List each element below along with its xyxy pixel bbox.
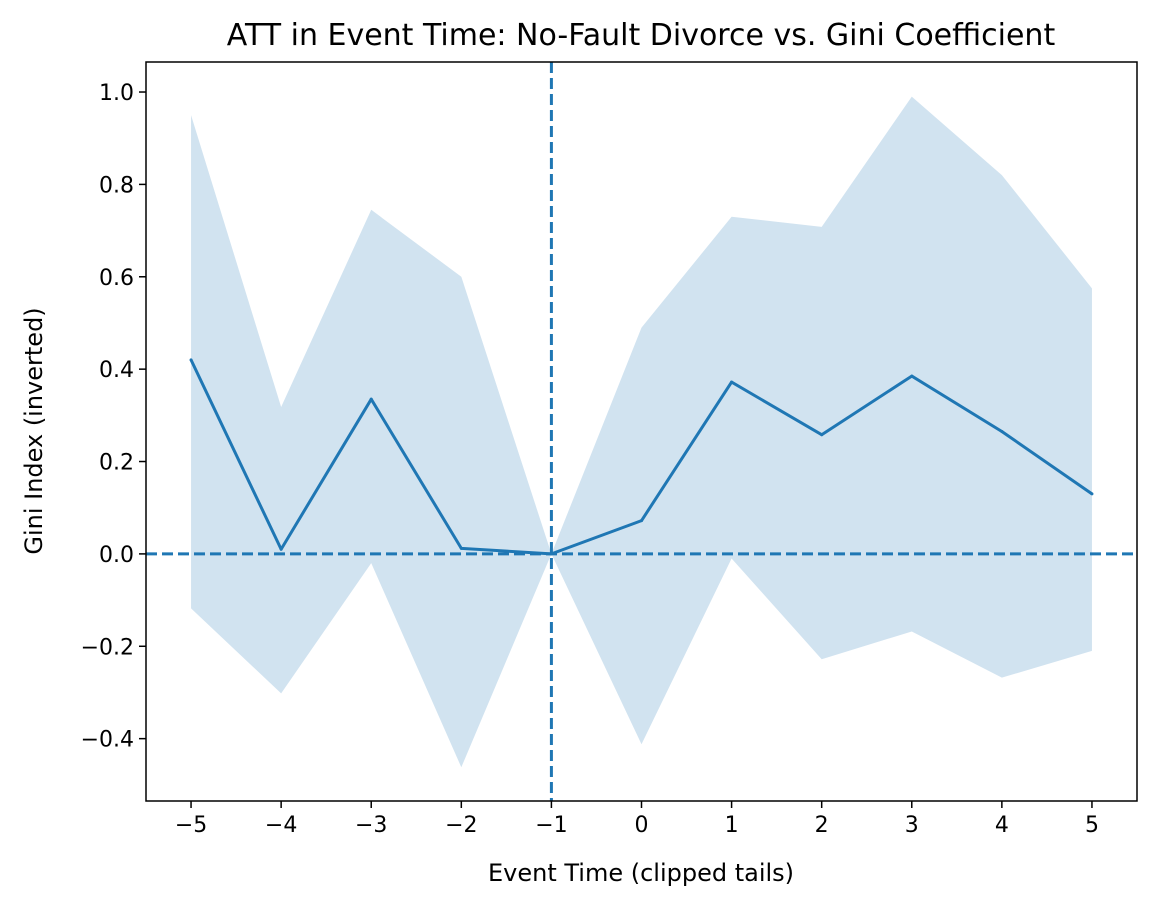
data-point (730, 380, 734, 384)
x-axis-label: Event Time (clipped tails) (488, 859, 794, 887)
x-tick-label: 4 (995, 813, 1009, 838)
x-tick-label: −3 (355, 813, 387, 838)
data-point (1000, 430, 1004, 433)
y-tick-label: 1.0 (99, 81, 134, 106)
x-tick-label: 5 (1085, 813, 1099, 838)
confidence-band (191, 96, 1092, 768)
y-tick-label: 0.6 (99, 266, 134, 291)
x-axis: −5 −4 −3 −2 −1 0 1 2 3 4 5 (175, 801, 1099, 838)
x-tick-label: −4 (265, 813, 297, 838)
data-point (910, 374, 914, 378)
x-tick-label: −2 (445, 813, 477, 838)
x-tick-label: −1 (535, 813, 567, 838)
y-tick-label: −0.2 (81, 635, 134, 660)
data-point (820, 433, 824, 437)
x-tick-label: 1 (725, 813, 739, 838)
data-point (189, 358, 193, 362)
data-point (549, 552, 553, 556)
data-point (1090, 492, 1094, 496)
x-tick-label: 2 (815, 813, 829, 838)
chart-title: ATT in Event Time: No-Fault Divorce vs. … (227, 18, 1056, 53)
x-tick-label: 0 (635, 813, 649, 838)
y-axis: −0.4 −0.2 0.0 0.2 0.4 0.6 0.8 1.0 (81, 81, 146, 753)
y-tick-label: 0.4 (99, 358, 134, 383)
plot-area (146, 62, 1137, 801)
data-point (459, 546, 463, 550)
y-tick-label: −0.4 (81, 728, 134, 753)
y-tick-label: 0.2 (99, 451, 134, 476)
data-point (640, 519, 643, 523)
y-axis-label: Gini Index (inverted) (20, 307, 48, 554)
y-tick-label: 0.0 (99, 543, 134, 568)
data-point (369, 397, 373, 401)
y-tick-label: 0.8 (99, 173, 134, 198)
data-point (279, 547, 283, 551)
x-tick-label: 3 (905, 813, 919, 838)
x-tick-label: −5 (175, 813, 207, 838)
